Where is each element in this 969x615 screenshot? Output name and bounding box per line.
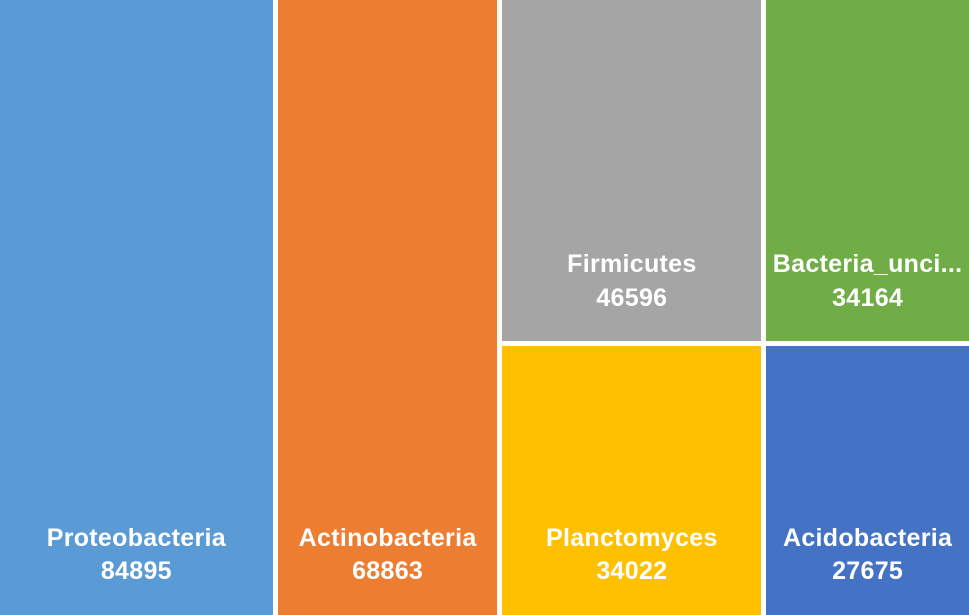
- treemap-tile-proteobacteria[interactable]: Proteobacteria 84895: [0, 0, 273, 615]
- treemap-tile-planctomyces[interactable]: Planctomyces 34022: [502, 346, 762, 615]
- tile-value: 27675: [832, 557, 904, 586]
- treemap-column-3: Firmicutes 46596 Planctomyces 34022: [502, 0, 762, 615]
- treemap-column-4: Bacteria_unci... 34164 Acidobacteria 276…: [766, 0, 969, 615]
- treemap-tile-actinobacteria[interactable]: Actinobacteria 68863: [277, 0, 498, 615]
- tile-value: 68863: [352, 557, 424, 586]
- tile-label: Planctomyces: [545, 523, 718, 552]
- tile-label: Firmicutes: [567, 249, 697, 278]
- treemap-tile-firmicutes[interactable]: Firmicutes 46596: [502, 0, 762, 342]
- treemap-column-2: Actinobacteria 68863: [277, 0, 498, 615]
- tile-label: Proteobacteria: [46, 523, 226, 552]
- treemap-column-1: Proteobacteria 84895: [0, 0, 273, 615]
- treemap-tile-bacteria-unclassified[interactable]: Bacteria_unci... 34164: [766, 0, 969, 342]
- tile-value: 46596: [596, 283, 668, 312]
- treemap-tile-acidobacteria[interactable]: Acidobacteria 27675: [766, 346, 969, 615]
- tile-label: Bacteria_unci...: [772, 249, 963, 278]
- tile-value: 34022: [596, 557, 668, 586]
- tile-label: Actinobacteria: [298, 523, 477, 552]
- tile-value: 34164: [832, 283, 904, 312]
- tile-label: Acidobacteria: [782, 523, 953, 552]
- tile-value: 84895: [100, 557, 172, 586]
